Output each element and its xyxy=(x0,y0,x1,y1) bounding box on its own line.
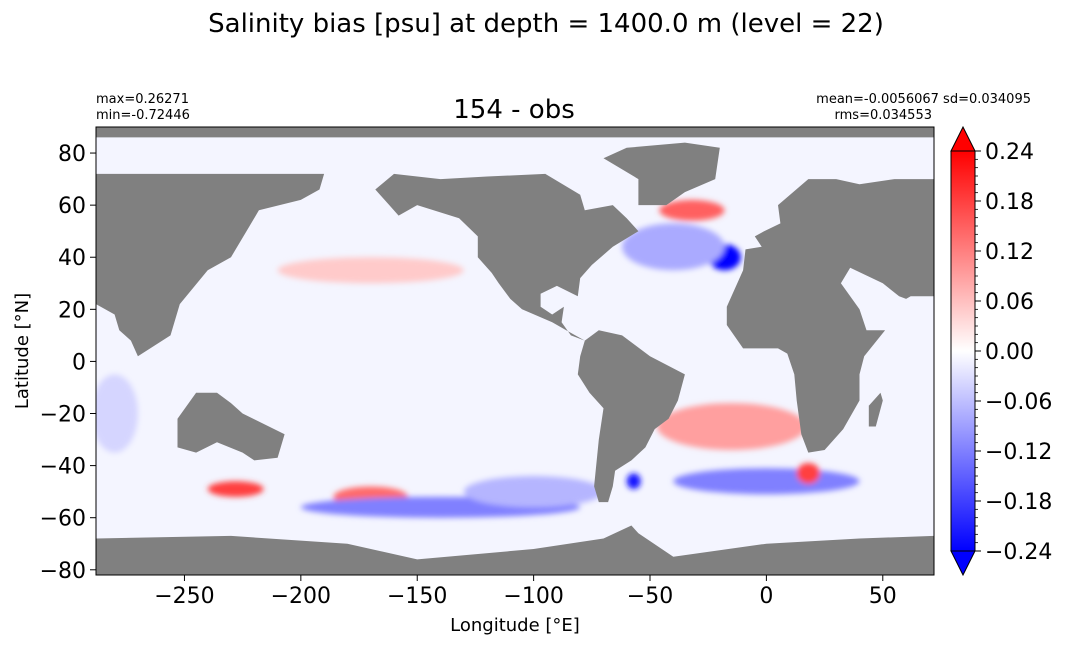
x-tick-label: −100 xyxy=(503,584,563,609)
anomaly-patch xyxy=(277,257,464,284)
y-tick-label: 80 xyxy=(58,142,86,167)
y-tick-label: 60 xyxy=(58,194,86,219)
colorbar-tick-label: −0.18 xyxy=(985,490,1052,515)
colorbar-ticks: −0.24 −0.18 −0.12 −0.06 0.00 0.06 0.12 0.18 0.24 xyxy=(975,140,1052,565)
x-tick-label: −250 xyxy=(154,584,214,609)
stats-max: max=0.26271 xyxy=(96,92,189,107)
y-tick-label: 40 xyxy=(58,246,86,271)
anomaly-patch xyxy=(207,481,264,497)
land-north-america xyxy=(375,173,639,341)
plot-area xyxy=(96,127,934,575)
anomaly-patch xyxy=(656,403,806,450)
land-afro-eurasia xyxy=(726,179,934,453)
anomaly-patch xyxy=(673,468,860,495)
land-madagascar xyxy=(868,392,883,427)
land-arctic-cap xyxy=(96,127,934,138)
anomaly-patch xyxy=(659,199,725,221)
land-australia xyxy=(177,392,285,461)
x-axis-ticks: −250 −200 −150 −100 −50 0 50 xyxy=(154,575,897,609)
y-tick-label: 0 xyxy=(72,350,86,375)
anomaly-layer xyxy=(96,199,860,518)
y-tick-label: −60 xyxy=(40,507,86,532)
x-tick-label: −50 xyxy=(627,584,673,609)
land-south-america xyxy=(577,330,685,503)
colorbar-extend-bottom xyxy=(950,550,976,577)
stats-rms: rms=0.034553 xyxy=(835,108,932,123)
land-antarctica xyxy=(96,525,934,575)
stats-min: min=-0.72446 xyxy=(96,108,190,123)
colorbar-tick-label: 0.06 xyxy=(985,290,1034,315)
colorbar-tick-label: 0.24 xyxy=(985,140,1034,165)
colorbar-tick-label: 0.12 xyxy=(985,240,1034,265)
y-tick-label: −40 xyxy=(40,455,86,480)
colorbar-tick-label: −0.24 xyxy=(985,540,1052,565)
x-axis-label: Longitude [°E] xyxy=(450,615,580,636)
y-axis-label: Latitude [°N] xyxy=(12,293,33,409)
anomaly-patch xyxy=(796,463,820,484)
plot-frame xyxy=(95,126,935,576)
stats-mean-sd: mean=-0.0056067 sd=0.034095 xyxy=(816,92,1031,107)
y-tick-label: −20 xyxy=(40,403,86,428)
x-tick-label: −150 xyxy=(387,584,447,609)
colorbar-tick-label: −0.06 xyxy=(985,390,1052,415)
x-tick-label: −200 xyxy=(271,584,331,609)
anomaly-patch xyxy=(622,223,725,271)
chart-title: 154 - obs xyxy=(453,95,575,125)
y-tick-label: 20 xyxy=(58,298,86,323)
colorbar-body xyxy=(950,150,976,552)
x-tick-label: 50 xyxy=(869,584,897,609)
colorbar: −0.24 −0.18 −0.12 −0.06 0.00 0.06 0.12 0.18 0.24 xyxy=(950,125,1052,577)
x-tick-label: 0 xyxy=(759,584,773,609)
anomaly-patch xyxy=(96,374,138,453)
land-layer xyxy=(96,127,934,575)
figure-suptitle: Salinity bias [psu] at depth = 1400.0 m … xyxy=(208,9,884,39)
land-asia-west xyxy=(96,173,325,357)
colorbar-tick-label: −0.12 xyxy=(985,440,1052,465)
y-tick-label: −80 xyxy=(40,559,86,584)
anomaly-patch xyxy=(463,476,604,508)
colorbar-tick-label: 0.00 xyxy=(985,340,1034,365)
anomaly-patch xyxy=(626,473,641,490)
y-axis-ticks: −80 −60 −40 −20 0 20 40 60 80 xyxy=(40,142,96,584)
colorbar-tick-label: 0.18 xyxy=(985,190,1034,215)
land-greenland xyxy=(603,142,720,206)
colorbar-extend-top xyxy=(950,125,976,152)
